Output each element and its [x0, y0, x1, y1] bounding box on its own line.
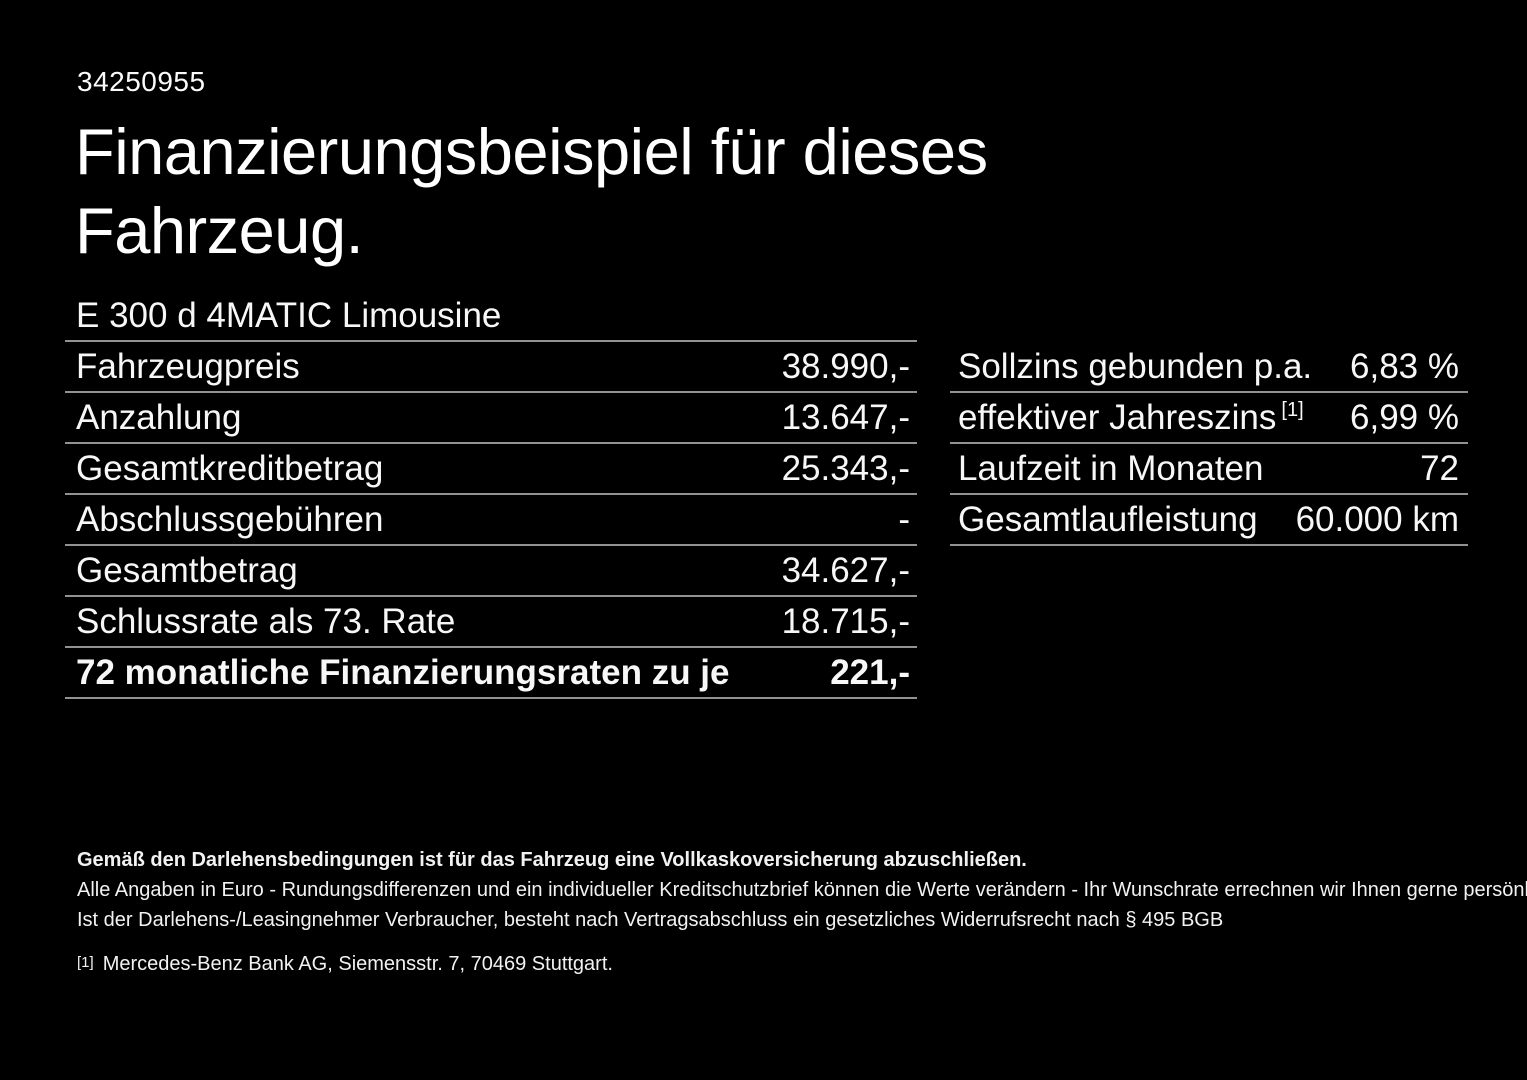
- vehicle-offer-id: 34250955: [77, 66, 206, 97]
- table-row-gesamtbetrag: Gesamtbetrag 34.627,-: [65, 546, 917, 597]
- note-withdrawal-right: Ist der Darlehens-/Leasingnehmer Verbrau…: [77, 909, 1224, 931]
- legal-notes: Gemäß den Darlehensbedingungen ist für d…: [77, 845, 1527, 978]
- table-row-laufzeit: Laufzeit in Monaten 72: [950, 444, 1468, 495]
- footnote-bank: [1] Mercedes-Benz Bank AG, Siemensstr. 7,…: [77, 949, 1527, 978]
- page-title: Finanzierungsbeispiel für dieses Fahrzeu…: [75, 115, 988, 267]
- footnote-reference: [1]: [1281, 398, 1304, 421]
- row-value: 72: [1420, 448, 1459, 488]
- row-value: 6,83 %: [1350, 346, 1459, 386]
- row-value: 34.627,-: [781, 550, 910, 590]
- finance-table: E 300 d 4MATIC Limousine Fahrzeugpreis 3…: [65, 291, 917, 699]
- row-value: 6,99 %: [1350, 397, 1459, 437]
- row-label: Gesamtkreditbetrag: [76, 448, 384, 488]
- footnote-marker: [1]: [77, 954, 94, 971]
- row-label: 72 monatliche Finanzierungsraten zu je: [76, 652, 730, 692]
- table-row-anzahlung: Anzahlung 13.647,-: [65, 393, 917, 444]
- table-row-schlussrate: Schlussrate als 73. Rate 18.715,-: [65, 597, 917, 648]
- row-label: Gesamtbetrag: [76, 550, 298, 590]
- table-row-gesamtkreditbetrag: Gesamtkreditbetrag 25.343,-: [65, 444, 917, 495]
- table-row-fahrzeugpreis: Fahrzeugpreis 38.990,-: [65, 342, 917, 393]
- row-value: 13.647,-: [781, 397, 910, 437]
- table-row-monatsrate: 72 monatliche Finanzierungsraten zu je 2…: [65, 648, 917, 699]
- row-label: effektiver Jahreszins [1]: [950, 398, 1304, 438]
- footnote-text: Mercedes-Benz Bank AG, Siemensstr. 7, 70…: [102, 953, 613, 975]
- row-value: 60.000 km: [1295, 499, 1459, 539]
- table-row-gesamtlaufleistung: Gesamtlaufleistung 60.000 km: [950, 495, 1468, 546]
- table-row-abschlussgebuehren: Abschlussgebühren -: [65, 495, 917, 546]
- row-value: 18.715,-: [781, 601, 910, 641]
- row-value: 25.343,-: [781, 448, 910, 488]
- row-label: Laufzeit in Monaten: [958, 448, 1264, 488]
- row-label: Anzahlung: [76, 397, 242, 437]
- row-label-text: effektiver Jahreszins: [958, 397, 1277, 437]
- vehicle-model-label: E 300 d 4MATIC Limousine: [76, 295, 502, 335]
- table-row-effektiver-jahreszins: effektiver Jahreszins [1] 6,99 %: [950, 393, 1468, 444]
- row-label: Schlussrate als 73. Rate: [76, 601, 456, 641]
- vehicle-model-header: E 300 d 4MATIC Limousine: [65, 291, 917, 342]
- row-value: -: [898, 499, 910, 539]
- row-label: Gesamtlaufleistung: [958, 499, 1258, 539]
- row-value: 38.990,-: [781, 346, 910, 386]
- row-label: Sollzins gebunden p.a.: [958, 346, 1313, 386]
- row-label: Abschlussgebühren: [76, 499, 384, 539]
- table-row-sollzins: Sollzins gebunden p.a. 6,83 %: [950, 342, 1468, 393]
- note-disclaimer: Alle Angaben in Euro - Rundungsdifferenz…: [77, 879, 1527, 901]
- row-value: 221,-: [830, 652, 910, 692]
- row-label: Fahrzeugpreis: [76, 346, 300, 386]
- note-insurance-requirement: Gemäß den Darlehensbedingungen ist für d…: [77, 849, 1027, 871]
- conditions-table: Sollzins gebunden p.a. 6,83 % effektiver…: [950, 342, 1468, 546]
